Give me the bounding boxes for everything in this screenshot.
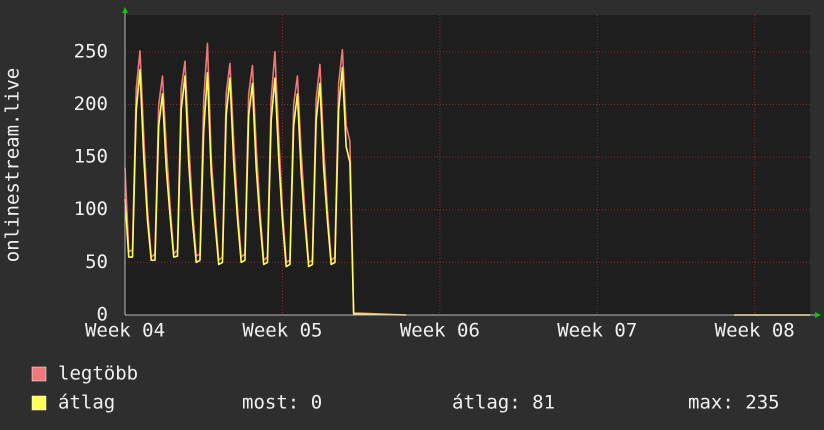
- stat-value: 81: [532, 392, 555, 414]
- y-tick-label: 150: [74, 146, 108, 168]
- x-tick-label: Week 08: [715, 320, 795, 342]
- legend-label: átlag: [58, 392, 115, 414]
- x-tick-label: Week 07: [557, 320, 637, 342]
- legend: legtöbb átlag most: 0 átlag: 81 max: 235: [31, 363, 780, 414]
- stat-value: 0: [311, 392, 322, 414]
- x-tick-label: Week 05: [242, 320, 322, 342]
- y-tick-label: 100: [74, 198, 108, 220]
- y-axis-arrow: [122, 7, 128, 13]
- y-tick-label: 250: [74, 40, 108, 62]
- legend-label: legtöbb: [58, 363, 138, 385]
- legend-swatch: [31, 366, 47, 382]
- y-tick-label: 0: [97, 304, 108, 326]
- y-tick-label: 50: [85, 251, 108, 273]
- x-tick-label: Week 06: [400, 320, 480, 342]
- x-axis-arrow: [815, 312, 821, 318]
- legend-swatch: [31, 395, 47, 411]
- plot-area: [125, 15, 810, 315]
- stat-label: max:: [688, 392, 734, 414]
- y-tick-label: 200: [74, 93, 108, 115]
- x-tick-label: Week 04: [85, 320, 165, 342]
- stat-label: átlag:: [452, 392, 521, 414]
- y-axis-label: onlinestream.live: [2, 68, 24, 262]
- stat-value: 235: [745, 392, 779, 414]
- stat-label: most:: [242, 392, 299, 414]
